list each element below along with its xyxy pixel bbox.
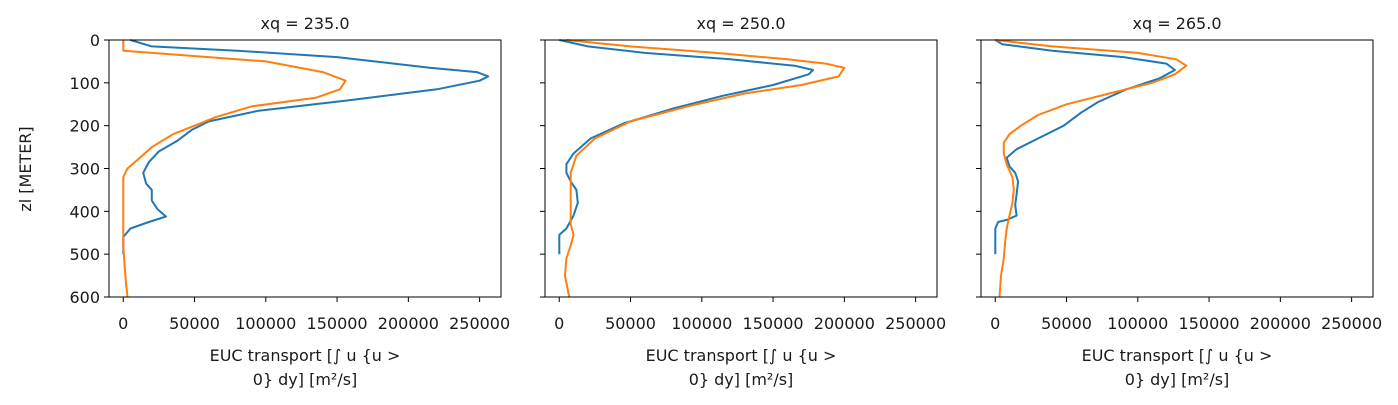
x-tick-label: 50000 xyxy=(169,314,220,333)
series-line-2 xyxy=(564,39,846,298)
x-tick-label: 250000 xyxy=(885,314,946,333)
series-line-1 xyxy=(122,39,490,255)
x-tick-label: 150000 xyxy=(307,314,368,333)
x-axis-label: EUC transport [∫ u {u > xyxy=(210,346,401,365)
x-tick-label: 100000 xyxy=(671,314,732,333)
series-line-1 xyxy=(558,39,814,255)
x-tick-label: 200000 xyxy=(1250,314,1311,333)
chart-panels: xq = 235.0 0 100 200 300 400 500 600 0 50000 10000… xyxy=(69,14,1382,389)
x-tick-label: 0 xyxy=(554,314,564,333)
y-tick-label: 100 xyxy=(69,74,100,93)
y-tick-label: 600 xyxy=(69,288,100,307)
series-line-2 xyxy=(995,39,1188,298)
x-axis-label: EUC transport [∫ u {u > xyxy=(646,346,837,365)
x-tick-label: 100000 xyxy=(1107,314,1168,333)
x-axis-label: EUC transport [∫ u {u > xyxy=(1082,346,1273,365)
x-tick-label: 150000 xyxy=(743,314,804,333)
panel-2: xq = 250.0 0 50000 100000 150000 200000 250000… xyxy=(540,14,946,389)
series-line-1 xyxy=(994,39,1176,255)
y-tick-label: 300 xyxy=(69,160,100,179)
x-axis-label: 0} dy] [m²/s] xyxy=(253,370,358,389)
x-tick-label: 50000 xyxy=(1041,314,1092,333)
y-tick-label: 0 xyxy=(90,31,100,50)
y-tick-label: 400 xyxy=(69,202,100,221)
panel-title: xq = 235.0 xyxy=(260,14,349,33)
x-axis-label: 0} dy] [m²/s] xyxy=(1125,370,1230,389)
x-tick-label: 150000 xyxy=(1179,314,1240,333)
x-tick-label: 50000 xyxy=(605,314,656,333)
panel-1: xq = 235.0 0 100 200 300 400 500 600 0 50000 10000… xyxy=(69,14,510,389)
x-tick-label: 0 xyxy=(118,314,128,333)
plot-frame xyxy=(980,39,1374,298)
plot-frame xyxy=(108,39,502,298)
y-tick-label: 500 xyxy=(69,245,100,264)
x-tick-label: 250000 xyxy=(1321,314,1382,333)
x-tick-label: 0 xyxy=(990,314,1000,333)
x-axis-label: 0} dy] [m²/s] xyxy=(689,370,794,389)
y-axis-label: zl [METER] xyxy=(16,126,35,211)
y-tick-label: 200 xyxy=(69,117,100,136)
x-tick-label: 100000 xyxy=(235,314,296,333)
x-tick-label: 250000 xyxy=(449,314,510,333)
panel-3: xq = 265.0 0 50000 100000 150000 200000 250000… xyxy=(976,14,1382,389)
x-tick-label: 200000 xyxy=(378,314,439,333)
x-tick-label: 200000 xyxy=(814,314,875,333)
panel-title: xq = 265.0 xyxy=(1132,14,1221,33)
plot-frame xyxy=(544,39,938,298)
panel-title: xq = 250.0 xyxy=(696,14,785,33)
series-line-2 xyxy=(122,40,347,298)
